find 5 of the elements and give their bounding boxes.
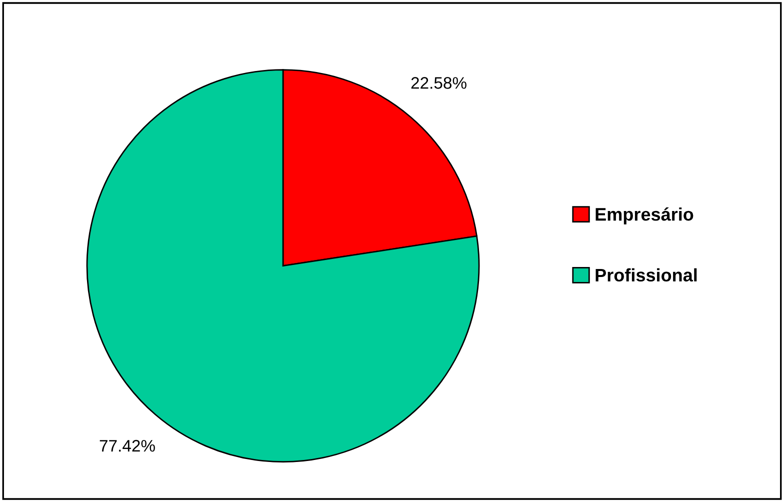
legend-label: Profissional [596,268,697,282]
data-label: 77.42% [100,440,155,452]
pie-slice [86,69,480,463]
data-label: 22.58% [411,77,466,89]
legend-label: Empresário [596,207,694,224]
